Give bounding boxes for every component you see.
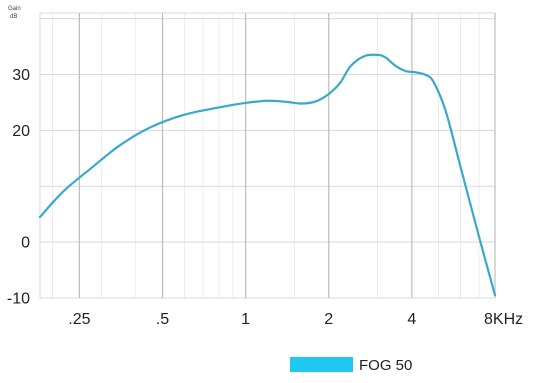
- y-tick-label: 0: [21, 235, 30, 252]
- series-line-fog-50: [38, 53, 497, 297]
- x-tick-label: 4: [407, 311, 416, 328]
- x-tick-label: .25: [68, 311, 90, 328]
- y-tick-label: 20: [12, 123, 30, 140]
- y-tick-label: 30: [12, 67, 30, 84]
- x-tick-label: 1: [241, 311, 250, 328]
- y-axis-ticks: 30 20 0 -10: [7, 67, 30, 308]
- x-tick-label: 2: [324, 311, 333, 328]
- y-unit-label-line-2: dB: [10, 14, 17, 20]
- x-tick-label: 8KHz: [484, 311, 523, 328]
- legend: FOG 50: [290, 357, 412, 374]
- grid: [39, 12, 496, 299]
- x-axis-ticks: .25 .5 1 2 4 8KHz: [68, 311, 523, 328]
- y-unit-label-line-1: Gain: [8, 6, 21, 12]
- series-layer: [38, 53, 497, 297]
- x-tick-label: .5: [156, 311, 169, 328]
- legend-label: FOG 50: [359, 357, 412, 374]
- legend-swatch: [290, 357, 353, 372]
- y-tick-label: -10: [7, 291, 30, 308]
